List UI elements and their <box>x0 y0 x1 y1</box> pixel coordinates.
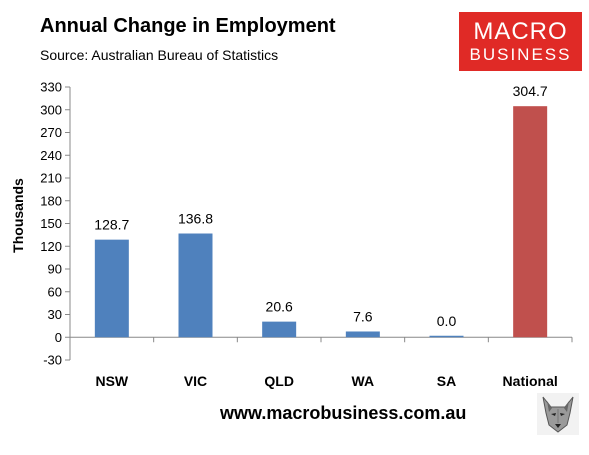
data-label-nsw: 128.7 <box>94 217 129 233</box>
category-label-wa: WA <box>352 373 375 389</box>
chart-subtitle: Source: Australian Bureau of Statistics <box>40 47 279 63</box>
y-tick-label: 90 <box>48 262 62 277</box>
y-tick-label: 60 <box>48 284 62 299</box>
bar-wa <box>345 331 380 338</box>
chart-title: Annual Change in Employment <box>40 15 336 37</box>
y-tick-label: 30 <box>48 307 62 322</box>
wolf-mascot-icon <box>537 393 579 435</box>
y-tick-label: 330 <box>40 80 62 95</box>
macrobusiness-logo: MACRO BUSINESS <box>459 12 582 71</box>
bar-national <box>513 106 548 338</box>
category-label-qld: QLD <box>264 373 294 389</box>
y-tick-label: 150 <box>40 216 62 231</box>
bar-qld <box>262 321 297 338</box>
data-label-vic: 136.8 <box>178 211 213 227</box>
y-tick-label: 0 <box>55 330 62 345</box>
y-tick-label: 240 <box>40 148 62 163</box>
category-label-national: National <box>503 373 558 389</box>
y-tick-label: 300 <box>40 102 62 117</box>
bar-sa <box>429 335 464 338</box>
bar-nsw <box>94 239 129 338</box>
y-tick-label: 210 <box>40 171 62 186</box>
y-tick-label: 120 <box>40 239 62 254</box>
category-label-sa: SA <box>437 373 456 389</box>
y-tick-label: 270 <box>40 125 62 140</box>
y-axis-title: Thousands <box>10 178 26 253</box>
data-label-wa: 7.6 <box>353 308 373 324</box>
y-tick-label: -30 <box>43 353 62 368</box>
bar-vic <box>178 233 213 338</box>
data-label-qld: 20.6 <box>266 299 293 315</box>
footer-url: www.macrobusiness.com.au <box>220 403 467 423</box>
data-label-national: 304.7 <box>513 83 548 99</box>
category-label-vic: VIC <box>184 373 207 389</box>
logo-line-2: BUSINESS <box>469 45 572 64</box>
y-tick-label: 180 <box>40 193 62 208</box>
category-label-nsw: NSW <box>95 373 128 389</box>
data-label-sa: 0.0 <box>437 313 457 329</box>
logo-line-1: MACRO <box>473 18 568 45</box>
